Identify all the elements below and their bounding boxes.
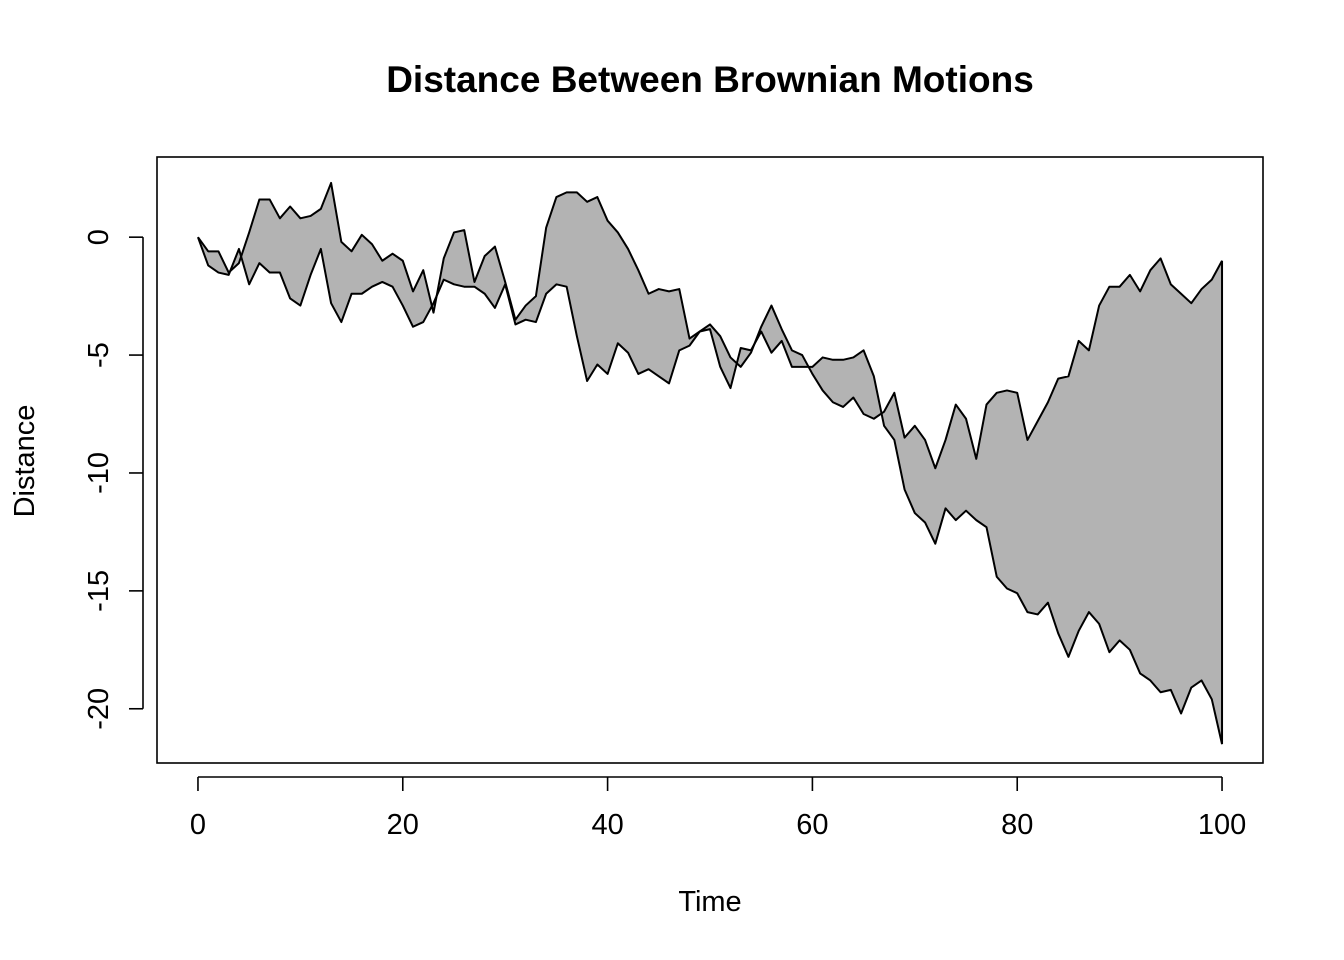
y-tick-label: 0 [83,229,115,245]
y-tick-label: -15 [83,570,115,612]
x-tick-label: 0 [190,809,206,841]
plot-area-frame [156,156,1264,764]
series-line-1 [197,181,1223,470]
y-tick-label: -10 [83,452,115,494]
x-tick-label: 40 [591,809,623,841]
fill-layer [197,182,1223,745]
y-tick-label: -5 [83,342,115,368]
y-axis: 0 -5 -10 -15 -20 [83,229,144,730]
y-axis-label: Distance [9,405,41,518]
y-tick-label: -20 [83,688,115,730]
x-tick-label: 80 [1001,809,1033,841]
x-axis-label: Time [678,886,741,918]
x-tick-label: 100 [1198,809,1246,841]
x-axis: 0 20 40 60 80 100 [190,776,1246,841]
x-tick-label: 60 [796,809,828,841]
chart-title: Distance Between Brownian Motions [386,59,1034,100]
series-line-2 [197,236,1224,745]
x-tick-label: 20 [387,809,419,841]
line-layer [197,181,1224,745]
distance-band [197,182,1223,745]
